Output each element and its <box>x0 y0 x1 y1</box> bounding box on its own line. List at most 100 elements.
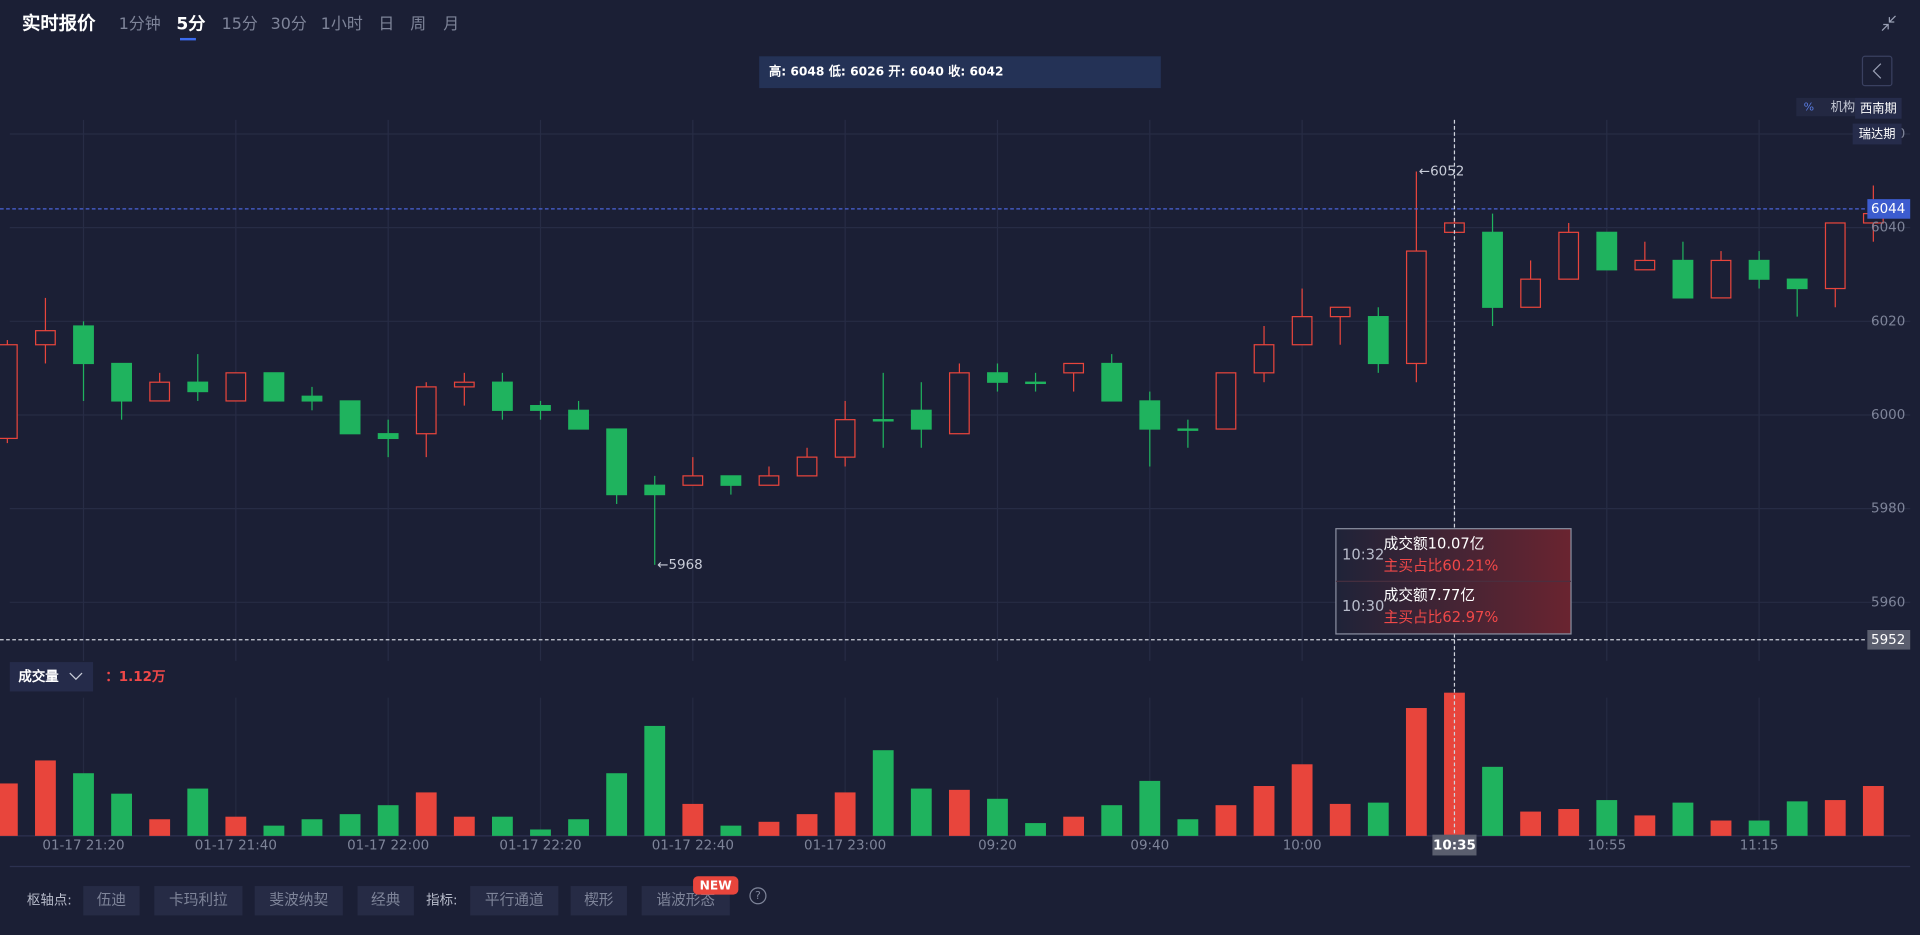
volume-bar <box>1215 805 1237 836</box>
volume-bar <box>73 773 94 836</box>
overlay-tag[interactable]: 西南期 <box>1860 100 1897 115</box>
candle-body <box>1824 222 1846 290</box>
toolbar-button[interactable]: 斐波纳契 <box>269 892 328 909</box>
collapse-glyph <box>1881 15 1896 32</box>
volume-bar <box>453 816 475 836</box>
period-tab[interactable]: 30分 <box>271 14 307 33</box>
volume-bar <box>606 773 628 836</box>
candle-body <box>1596 231 1618 271</box>
candle-body <box>1710 259 1732 299</box>
dropdown-glyph <box>69 672 83 681</box>
candle-body <box>987 372 1008 383</box>
volume-bar <box>35 760 56 836</box>
volume-bar <box>987 798 1008 836</box>
tooltip: 10:32 成交额10.07亿 主买占比60.21% 10:30 成交额7.77… <box>1335 528 1572 635</box>
toolbar-button-box <box>83 886 140 916</box>
volume-bar <box>0 783 18 836</box>
collapse-icon[interactable] <box>1881 15 1896 32</box>
candle-body <box>1482 231 1503 308</box>
volume-bar <box>1139 780 1161 836</box>
volume-bar <box>1786 801 1808 836</box>
volume-bar <box>339 814 361 836</box>
volume-bar <box>1520 811 1542 836</box>
last-price-label: 6044 <box>1871 202 1905 217</box>
new-badge-box <box>693 876 739 895</box>
period-tab[interactable]: 月 <box>443 14 459 33</box>
volume-bar <box>225 816 247 836</box>
candle-body <box>73 325 94 365</box>
volume-bar <box>1177 819 1199 836</box>
tooltip-time: 10:30 <box>1342 598 1384 615</box>
volume-bar <box>1367 802 1389 836</box>
candle-body <box>491 381 513 411</box>
period-tab[interactable]: 1分钟 <box>119 14 161 33</box>
axes: 59605980600060206040606001-17 21:2001-17… <box>0 119 1911 856</box>
candle-body <box>1215 372 1237 430</box>
candle-body <box>644 484 666 496</box>
side-button[interactable] <box>1861 55 1893 87</box>
volume-bar <box>758 821 780 836</box>
period-tab[interactable]: 周 <box>410 14 426 33</box>
overlay-tag[interactable]: 机构 <box>1831 99 1855 114</box>
volume-bar <box>1405 708 1427 836</box>
candle-body <box>720 475 742 486</box>
toolbar-button[interactable]: 谐波形态 <box>656 892 715 909</box>
volume-bar <box>1672 802 1694 836</box>
toolbar-label: 指标: <box>426 893 457 909</box>
candle-body <box>948 372 970 435</box>
x-tick-label: 01-17 22:00 <box>347 839 429 854</box>
candle-body <box>796 456 818 477</box>
tooltip-ratio: 主买占比62.97% <box>1384 609 1499 626</box>
period-tab[interactable]: 1小时 <box>321 14 363 33</box>
volume-bar <box>1329 803 1351 836</box>
toolbar-button[interactable]: 卡玛利拉 <box>169 892 228 909</box>
candle-body <box>1177 428 1199 431</box>
volume-bar <box>796 814 818 836</box>
volume-bar <box>149 819 171 836</box>
y-tick-label: 5960 <box>1871 595 1905 610</box>
period-tab[interactable]: 15分 <box>222 14 258 33</box>
volume-bar <box>1291 764 1313 836</box>
period-tab[interactable]: 5分 <box>176 14 205 34</box>
volume-bar <box>530 829 551 836</box>
volume-bar <box>1634 815 1656 836</box>
candle-body <box>1367 316 1389 365</box>
candle-body <box>1405 250 1427 365</box>
help-icon[interactable]: ? <box>755 889 761 902</box>
x-tick-label: 10:55 <box>1587 839 1626 854</box>
toolbar-button[interactable]: 伍迪 <box>97 892 127 909</box>
toolbar-button[interactable]: 经典 <box>371 892 401 909</box>
candle-body <box>1520 278 1542 308</box>
volume-bar <box>492 816 513 836</box>
x-tick-label: 10:00 <box>1283 839 1322 854</box>
title: 实时报价 <box>22 12 96 34</box>
overlay-tag[interactable]: 瑞达期 <box>1859 127 1896 141</box>
period-tab[interactable]: 日 <box>378 14 394 33</box>
candle-body <box>758 475 780 486</box>
volume-readout: ：1.12万 <box>105 669 165 685</box>
volume-selector[interactable]: 成交量 <box>9 662 94 692</box>
new-badge: NEW <box>700 879 733 893</box>
toolbar-button[interactable]: 平行通道 <box>485 892 544 909</box>
candle-body <box>872 419 894 422</box>
x-tick-label: 01-17 23:00 <box>804 839 886 854</box>
help-circle[interactable] <box>749 887 767 905</box>
candle-body <box>1748 259 1770 280</box>
volume-bar <box>301 819 323 836</box>
toolbar-button-box <box>357 886 414 916</box>
volume-bar <box>1862 786 1884 836</box>
tooltip-ratio: 主买占比60.21% <box>1384 558 1499 575</box>
ohlc-info: 高: 6048 低: 6026 开: 6040 收: 6042 <box>769 64 1004 79</box>
volume-bar <box>872 750 894 836</box>
volume-bar <box>910 788 932 836</box>
crosshair-y-box <box>1867 629 1911 650</box>
x-tick-label: 10:35 <box>1433 839 1476 854</box>
volume-bar <box>111 793 132 836</box>
volume-bar <box>415 792 437 836</box>
toolbar-button[interactable]: 楔形 <box>584 892 614 909</box>
tag-frame <box>1796 97 1858 117</box>
x-tick-label: 09:40 <box>1130 839 1169 854</box>
